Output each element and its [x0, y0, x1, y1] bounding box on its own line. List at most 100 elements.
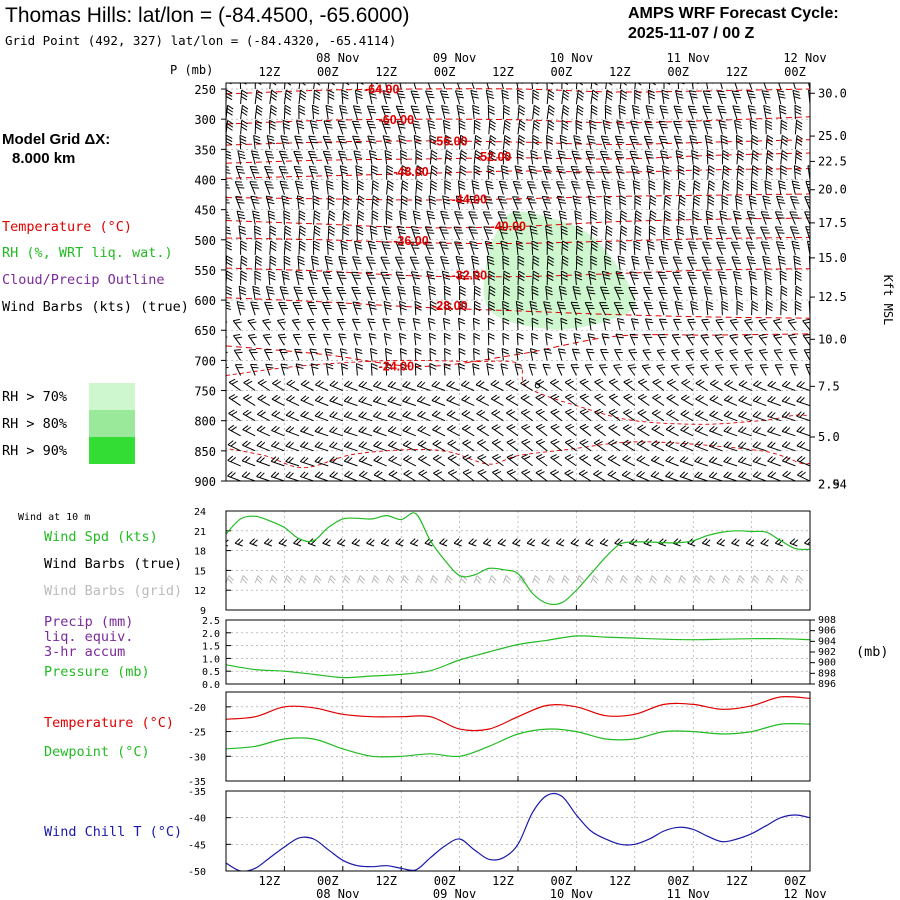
barb-shaft: [254, 105, 258, 120]
barb-feather: [718, 120, 726, 123]
barb-feather: [780, 171, 787, 176]
wind-barb-icon: [681, 379, 694, 391]
barb-feather: [343, 380, 350, 386]
barb-feather: [429, 198, 436, 202]
barb-feather: [645, 138, 653, 141]
barb-shaft: [414, 301, 417, 316]
barb-feather: [546, 83, 554, 85]
barb-shaft: [411, 83, 417, 90]
barb-shaft: [428, 195, 431, 210]
barb-feather: [294, 321, 301, 324]
barb-shaft: [599, 302, 607, 316]
wind-barb-icon: [298, 83, 306, 90]
wind-barb-icon: [764, 270, 772, 286]
wind-barb-icon: [226, 397, 227, 407]
barb-shaft: [329, 460, 343, 467]
barb-feather: [251, 168, 259, 171]
barb-feather: [269, 119, 276, 124]
barb-feather: [617, 180, 625, 184]
barb-feather: [369, 336, 377, 339]
barb-shaft: [373, 445, 387, 452]
wind-barb-icon: [264, 181, 274, 195]
barb-shaft: [778, 105, 782, 120]
barb-feather: [372, 180, 379, 185]
barb-feather: [810, 286, 816, 289]
wind-barb-icon: [307, 302, 318, 316]
wind-barb-icon: [550, 393, 563, 407]
barb-shaft: [585, 166, 592, 180]
barb-feather: [594, 408, 601, 413]
wind-barb-icon: [397, 318, 406, 331]
barb-feather: [414, 292, 421, 295]
barb-shaft: [608, 442, 621, 452]
barb-feather: [403, 455, 410, 460]
barb-shaft: [594, 396, 606, 406]
barb-feather: [239, 138, 247, 142]
barb-shaft: [532, 105, 535, 120]
barb-feather: [671, 349, 679, 352]
wind-barb-icon: [677, 83, 685, 90]
barb-feather: [256, 456, 262, 462]
barb-feather: [310, 168, 317, 171]
barb-feather: [386, 168, 393, 173]
barb-feather: [439, 226, 447, 228]
wind-barb-icon: [444, 300, 452, 316]
barb-shaft: [457, 271, 461, 286]
barb-shaft: [628, 302, 636, 316]
barb-feather: [341, 366, 349, 370]
barb-shaft: [744, 350, 753, 361]
barb-feather: [808, 89, 810, 93]
wind-barb-icon: [790, 83, 800, 90]
barb-feather: [603, 186, 611, 190]
barb-feather: [459, 300, 467, 305]
barb-feather: [450, 441, 457, 446]
barb-feather: [474, 288, 481, 293]
barb-shaft: [590, 240, 593, 255]
barb-feather: [629, 150, 637, 153]
barb-shaft: [760, 83, 767, 90]
wind-barb-icon: [520, 379, 533, 391]
wind-barb-icon: [412, 285, 421, 301]
wind-barb-icon: [502, 134, 511, 150]
barb-feather: [494, 455, 502, 460]
barb-shaft: [634, 83, 637, 90]
barb-shaft: [371, 195, 374, 210]
barb-feather: [485, 240, 492, 244]
wind-barb-icon: [605, 240, 613, 255]
barb-feather: [337, 271, 344, 274]
barb-feather: [353, 138, 361, 141]
barb-shaft: [703, 226, 709, 240]
barb-feather: [738, 380, 745, 386]
barb-feather: [550, 393, 557, 398]
barb-feather: [765, 183, 772, 187]
barb-shaft: [457, 318, 461, 331]
barb-feather: [535, 408, 543, 413]
barb-feather: [280, 183, 288, 186]
wind-barb-icon: [326, 240, 335, 255]
wind-barb-icon: [608, 439, 621, 452]
barb-shaft: [254, 255, 257, 270]
barb-feather: [794, 165, 801, 169]
barb-feather: [264, 181, 272, 183]
barb-feather: [474, 153, 482, 158]
wind-barb-icon: [689, 135, 698, 150]
barb-feather: [517, 317, 524, 322]
barb-feather: [354, 277, 361, 279]
barb-shaft: [490, 383, 504, 391]
barb-feather: [712, 396, 719, 402]
barb-feather: [472, 258, 479, 262]
barb-feather: [343, 198, 350, 203]
barb-feather: [633, 186, 641, 190]
barb-feather: [476, 424, 483, 429]
barb-feather: [777, 77, 784, 82]
barb-feather: [682, 457, 689, 463]
barb-shaft: [468, 211, 475, 225]
barb-shaft: [709, 383, 723, 391]
barb-feather: [585, 301, 592, 304]
barb-feather: [368, 277, 376, 279]
wind-barb-icon: [565, 408, 577, 422]
barb-feather: [626, 380, 633, 385]
barb-shaft: [415, 165, 418, 180]
wind-barb-icon: [689, 225, 699, 240]
barb-feather: [608, 408, 616, 413]
